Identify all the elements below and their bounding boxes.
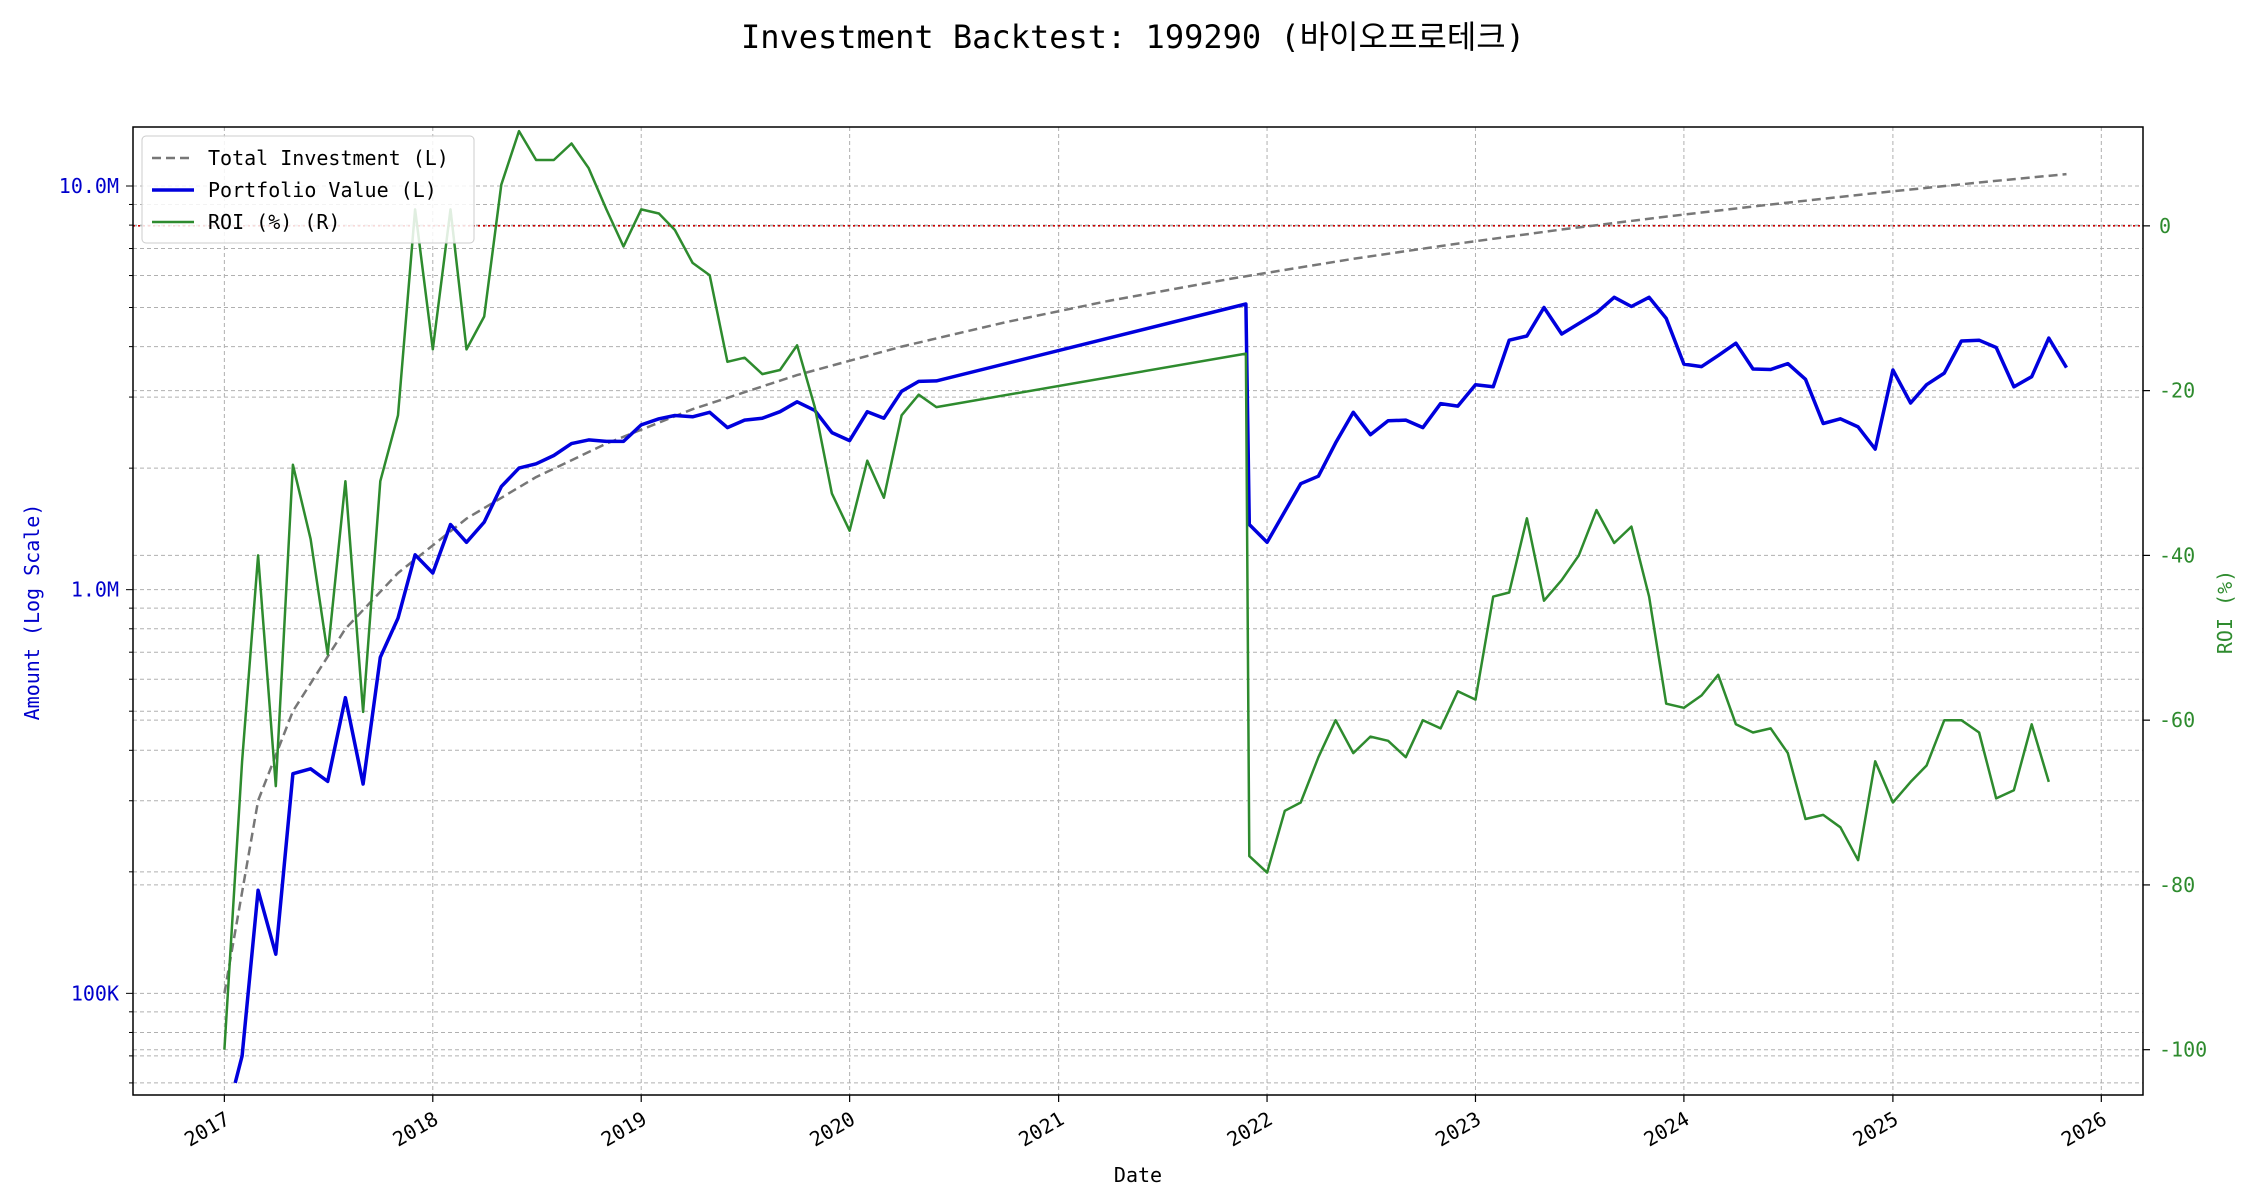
- series-line-roi-r: [223, 129, 2050, 1050]
- x-tick-label: 2018: [388, 1107, 442, 1152]
- x-tick-label: 2020: [805, 1107, 859, 1152]
- right-tick-label: -80: [2159, 873, 2195, 897]
- legend-label: ROI (%) (R): [208, 210, 340, 234]
- x-tick-label: 2026: [2057, 1107, 2111, 1152]
- left-tick-label: 1.0M: [71, 578, 119, 602]
- right-tick-label: 0: [2159, 214, 2171, 238]
- right-tick-label: -100: [2159, 1038, 2207, 1062]
- legend-box: [141, 135, 475, 244]
- legend: Total Investment (L) Portfolio Value (L) R…: [141, 135, 475, 244]
- series-line-total-investment-l: [223, 172, 2067, 994]
- grid-layer: [133, 127, 2143, 1095]
- x-axis-label: Date: [1114, 1163, 1162, 1187]
- right-tick-label: -60: [2159, 708, 2195, 732]
- legend-label: Portfolio Value (L): [208, 178, 437, 202]
- x-tick-label: 2025: [1849, 1107, 1903, 1152]
- right-axis-label: ROI (%): [2213, 570, 2237, 654]
- legend-label: Total Investment (L): [208, 146, 449, 170]
- left-axis-label: Amount (Log Scale): [20, 504, 44, 721]
- x-tick-label: 2021: [1014, 1107, 1068, 1152]
- x-tick-label: 2019: [597, 1107, 651, 1152]
- right-tick-label: -20: [2159, 379, 2195, 403]
- left-tick-label: 100K: [71, 981, 119, 1005]
- left-tick-label: 10.0M: [59, 174, 119, 198]
- x-tick-label: 2023: [1431, 1107, 1485, 1152]
- series-line-portfolio-value-l: [233, 295, 2069, 1084]
- plot-frame: [132, 126, 2144, 1096]
- right-tick-label: -40: [2159, 543, 2195, 567]
- chart-title: Investment Backtest: 199290 (바이오프로테크): [741, 18, 1525, 56]
- x-tick-label: 2022: [1223, 1107, 1277, 1152]
- x-tick-label: 2017: [180, 1107, 234, 1152]
- series-layer: [223, 129, 2069, 1084]
- x-tick-label: 2024: [1640, 1107, 1694, 1152]
